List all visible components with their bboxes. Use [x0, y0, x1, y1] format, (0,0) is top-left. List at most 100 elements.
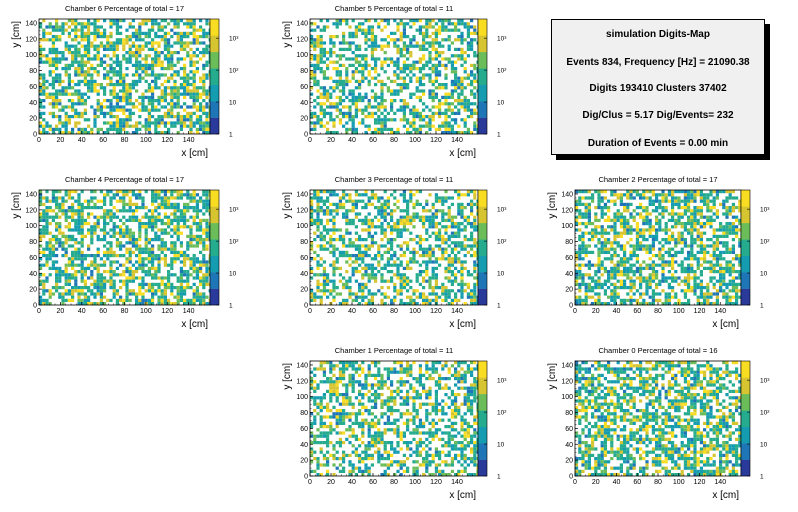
heatmap-cell	[64, 92, 68, 96]
color-palette-bar	[210, 19, 219, 135]
heatmap-cell	[93, 228, 97, 232]
heatmap-cell	[115, 260, 119, 264]
heatmap-cell	[58, 273, 62, 277]
palette-swatch	[478, 288, 487, 306]
heatmap-cell	[396, 44, 400, 48]
heatmap-cell	[87, 212, 91, 216]
heatmap-cell	[195, 228, 199, 232]
heatmap-cell	[58, 279, 62, 283]
heatmap-cell	[103, 60, 107, 64]
heatmap-cell	[428, 215, 432, 219]
heatmap-cell	[205, 266, 209, 270]
heatmap-cell	[163, 254, 167, 258]
heatmap-cell	[393, 38, 397, 42]
heatmap-cell	[154, 31, 158, 35]
heatmap-cell	[163, 31, 167, 35]
heatmap-cell	[141, 99, 145, 103]
heatmap-cell	[109, 279, 113, 283]
heatmap-cell	[438, 70, 442, 74]
z-tick-label: 10	[497, 100, 505, 107]
heatmap-cell	[58, 238, 62, 242]
heatmap-cell	[354, 67, 358, 71]
heatmap-cell	[151, 215, 155, 219]
heatmap-cell	[345, 57, 349, 61]
heatmap-cell	[195, 298, 199, 302]
heatmap-cell	[125, 289, 129, 293]
heatmap-cell	[591, 196, 595, 200]
heatmap-cell	[131, 270, 135, 274]
heatmap-cell	[189, 47, 193, 51]
heatmap-cell	[399, 76, 403, 80]
heatmap-cell	[447, 225, 451, 229]
heatmap-cell	[147, 83, 151, 87]
heatmap-cell	[96, 47, 100, 51]
heatmap-cell	[179, 270, 183, 274]
heatmap-cell	[55, 212, 59, 216]
heatmap-cell	[131, 102, 135, 106]
heatmap-cell	[67, 222, 71, 226]
heatmap-cell	[383, 228, 387, 232]
heatmap-cell	[176, 38, 180, 42]
heatmap-cell	[51, 247, 55, 251]
heatmap-cell	[399, 247, 403, 251]
heatmap-cell	[470, 212, 474, 216]
y-tick-label: 120	[25, 207, 37, 214]
heatmap-cell	[370, 95, 374, 99]
heatmap-cell	[316, 279, 320, 283]
heatmap-cell	[342, 234, 346, 238]
heatmap-cell	[179, 67, 183, 71]
palette-swatch	[210, 288, 219, 306]
heatmap-cell	[141, 19, 145, 23]
heatmap-cell	[151, 190, 155, 194]
heatmap-cell	[342, 254, 346, 258]
heatmap-cell	[715, 193, 719, 197]
heatmap-cell	[192, 99, 196, 103]
heatmap-cell	[131, 273, 135, 277]
heatmap-cell	[409, 260, 413, 264]
heatmap-cell	[173, 115, 177, 119]
heatmap-cell	[55, 234, 59, 238]
heatmap-cell	[64, 199, 68, 203]
heatmap-cell	[409, 231, 413, 235]
heatmap-cell	[176, 35, 180, 39]
heatmap-cell	[422, 38, 426, 42]
heatmap-cell	[422, 92, 426, 96]
heatmap-cell	[58, 190, 62, 194]
heatmap-cell	[125, 270, 129, 274]
heatmap-cell	[422, 83, 426, 87]
heatmap-cell	[128, 199, 132, 203]
heatmap-cell	[154, 276, 158, 280]
heatmap-cell	[51, 292, 55, 296]
heatmap-cell	[144, 250, 148, 254]
heatmap-cell	[425, 73, 429, 77]
heatmap-cell	[90, 73, 94, 77]
heatmap-cell	[450, 92, 454, 96]
heatmap-cell	[125, 108, 129, 112]
heatmap-cell	[361, 99, 365, 103]
heatmap-cell	[358, 218, 362, 222]
heatmap-cell	[348, 231, 352, 235]
heatmap-cell	[51, 209, 55, 213]
heatmap-cell	[438, 108, 442, 112]
heatmap-cell	[199, 196, 203, 200]
heatmap-cell	[189, 127, 193, 131]
heatmap-cell	[125, 250, 129, 254]
heatmap-cell	[351, 89, 355, 93]
heatmap-cell	[179, 118, 183, 122]
heatmap-cell	[434, 70, 438, 74]
heatmap-cell	[163, 215, 167, 219]
heatmap-cell	[364, 76, 368, 80]
heatmap-cell	[434, 222, 438, 226]
heatmap-cell	[319, 234, 323, 238]
heatmap-cell	[87, 89, 91, 93]
heatmap-cell	[310, 298, 314, 302]
heatmap-cell	[103, 47, 107, 51]
palette-swatch	[478, 206, 487, 224]
heatmap-cell	[454, 190, 458, 194]
heatmap-cell	[358, 25, 362, 29]
heatmap-cell	[329, 244, 333, 248]
heatmap-cell	[176, 218, 180, 222]
heatmap-cell	[115, 254, 119, 258]
heatmap-cell	[131, 83, 135, 87]
heatmap-cell	[399, 234, 403, 238]
